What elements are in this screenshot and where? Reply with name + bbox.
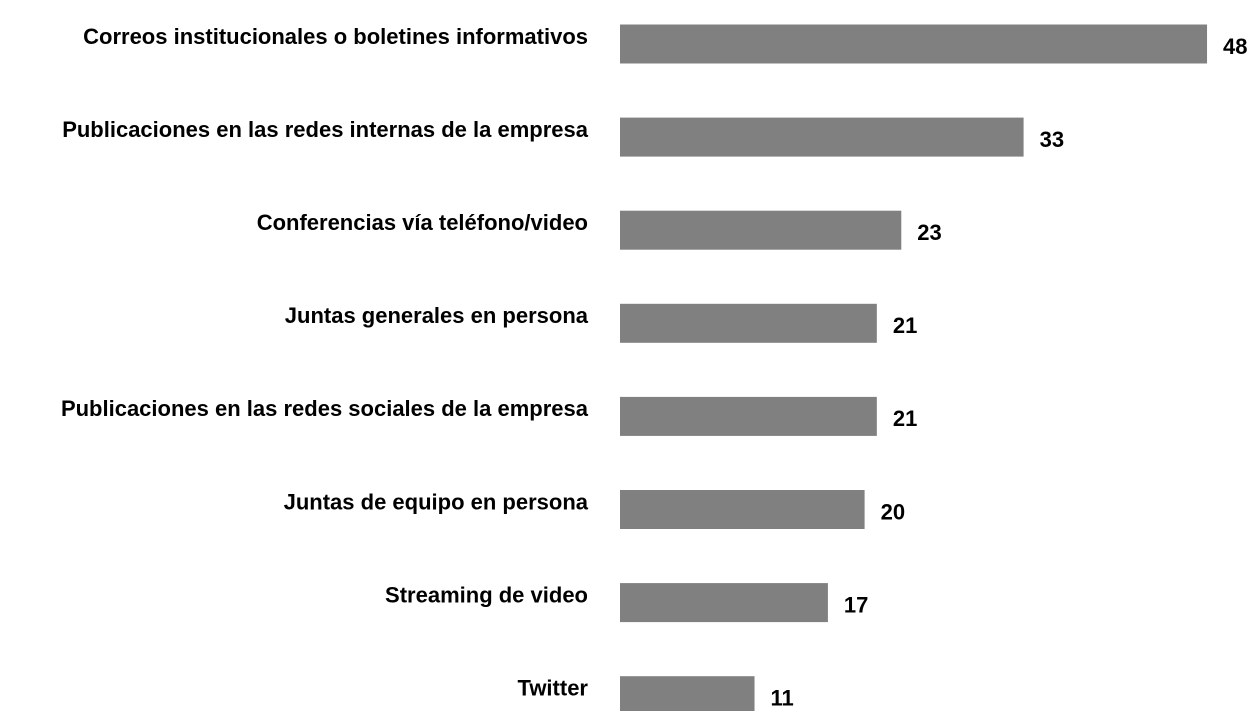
- value-label: 48: [1223, 34, 1247, 59]
- bar: [620, 210, 902, 250]
- category-label: Publicaciones en las redes internas de l…: [62, 117, 589, 142]
- bar: [620, 396, 877, 436]
- bar: [620, 490, 865, 529]
- category-label: Publicaciones en las redes sociales de l…: [61, 396, 589, 421]
- value-label: 21: [893, 406, 917, 431]
- category-label: Correos institucionales o boletines info…: [83, 24, 588, 49]
- value-label: 21: [893, 313, 917, 338]
- bar: [620, 303, 877, 343]
- category-label: Juntas generales en persona: [285, 303, 589, 328]
- value-label: 20: [881, 499, 905, 524]
- bar: [620, 24, 1208, 64]
- bar: [620, 676, 755, 711]
- category-label: Juntas de equipo en persona: [284, 489, 589, 514]
- value-label: 17: [844, 592, 868, 617]
- value-label: 23: [917, 220, 941, 245]
- category-label: Conferencias vía teléfono/video: [257, 210, 588, 235]
- bar: [620, 583, 828, 623]
- bar: [620, 117, 1024, 157]
- category-label: Twitter: [518, 676, 589, 701]
- value-label: 11: [771, 686, 794, 711]
- category-label: Streaming de video: [385, 582, 588, 607]
- value-label: 33: [1040, 127, 1064, 152]
